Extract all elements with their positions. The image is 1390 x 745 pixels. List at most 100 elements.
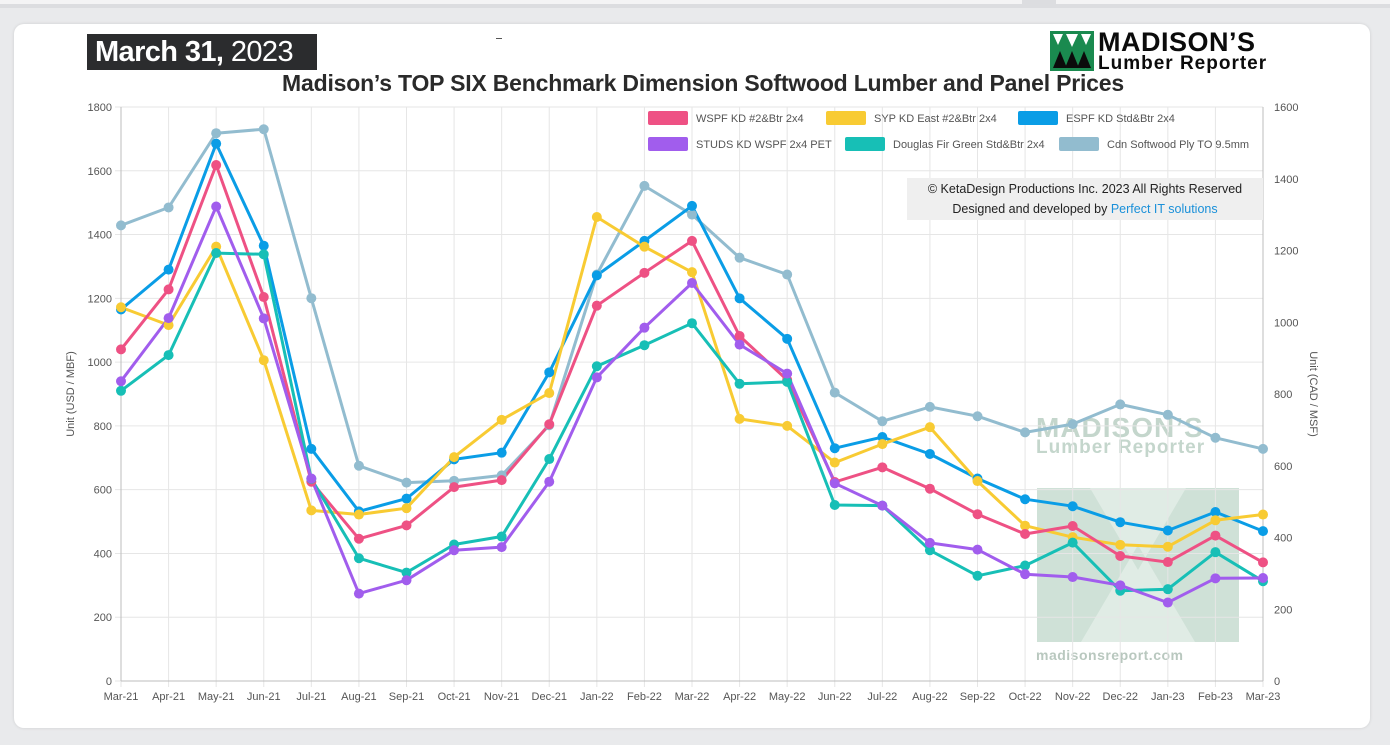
x-tick-label: Dec-21: [532, 691, 567, 703]
y2-tick-label: 1200: [1274, 246, 1298, 258]
y-tick-label: 400: [94, 548, 112, 560]
legend-item[interactable]: Cdn Softwood Ply TO 9.5mm: [1059, 137, 1249, 151]
data-point: [1115, 399, 1126, 410]
data-point: [353, 460, 364, 471]
data-point: [1020, 520, 1031, 531]
x-tick-label: Apr-21: [152, 691, 185, 703]
data-point: [1162, 557, 1173, 568]
data-point: [211, 128, 222, 139]
legend-label: WSPF KD #2&Btr 2x4: [696, 113, 804, 125]
legend-label: ESPF KD Std&Btr 2x4: [1066, 113, 1175, 125]
data-point: [116, 385, 126, 396]
data-point: [782, 376, 793, 387]
data-point: [972, 411, 983, 422]
data-point: [734, 330, 745, 341]
data-point: [353, 553, 364, 564]
data-point: [353, 588, 364, 599]
legend-item[interactable]: WSPF KD #2&Btr 2x4: [648, 111, 804, 125]
x-tick-label: Aug-22: [912, 691, 947, 703]
data-point: [1162, 541, 1173, 552]
data-point: [1020, 569, 1031, 580]
x-tick-label: Jun-22: [818, 691, 852, 703]
designer-link[interactable]: Perfect IT solutions: [1110, 202, 1218, 216]
data-point: [211, 201, 222, 212]
data-point: [687, 267, 697, 278]
data-point: [924, 537, 935, 548]
y-axis-title: Unit (USD / MBF): [65, 351, 77, 437]
data-point: [782, 269, 793, 280]
data-point: [163, 202, 174, 213]
data-point: [1020, 427, 1031, 438]
data-point: [1162, 597, 1173, 608]
data-point: [924, 422, 935, 433]
y-tick-label: 600: [94, 485, 112, 497]
x-tick-label: Sep-22: [960, 691, 995, 703]
x-tick-label: Jul-21: [296, 691, 326, 703]
legend-item[interactable]: STUDS KD WSPF 2x4 PET: [648, 137, 832, 151]
data-point: [211, 160, 222, 171]
data-point: [924, 448, 935, 459]
data-point: [972, 544, 983, 555]
data-point: [258, 124, 269, 135]
series-points: [116, 124, 1268, 608]
logo-title: MADISON’S: [1098, 27, 1256, 57]
y-tick-label: 1400: [88, 230, 112, 242]
legend-label: SYP KD East #2&Btr 2x4: [874, 113, 997, 125]
data-point: [163, 320, 174, 331]
data-point: [258, 249, 269, 260]
y2-tick-label: 0: [1274, 676, 1280, 688]
data-point: [639, 267, 650, 278]
data-point: [496, 414, 507, 425]
legend-swatch: [648, 111, 688, 125]
logo-subtitle: Lumber Reporter: [1098, 53, 1268, 74]
data-point: [782, 420, 793, 431]
data-point: [1210, 530, 1221, 541]
x-tick-label: Mar-22: [675, 691, 710, 703]
x-tick-label: Jun-21: [247, 691, 281, 703]
data-point: [353, 509, 364, 520]
legend-item[interactable]: SYP KD East #2&Btr 2x4: [826, 111, 997, 125]
chart-title: Madison’s TOP SIX Benchmark Dimension So…: [282, 70, 1124, 96]
data-point: [306, 293, 317, 304]
legend-item[interactable]: Douglas Fir Green Std&Btr 2x4: [845, 137, 1045, 151]
data-point: [258, 240, 269, 251]
y-tick-label: 0: [106, 676, 112, 688]
data-point: [1162, 525, 1173, 536]
data-point: [116, 220, 126, 231]
data-point: [401, 503, 412, 514]
legend[interactable]: WSPF KD #2&Btr 2x4 SYP KD East #2&Btr 2x4…: [648, 111, 1249, 151]
data-point: [924, 545, 935, 556]
x-tick-label: Jul-22: [867, 691, 897, 703]
copyright-box: © KetaDesign Productions Inc. 2023 All R…: [907, 178, 1263, 220]
data-point: [639, 241, 650, 252]
x-tick-label: Mar-21: [104, 691, 139, 703]
legend-label: Cdn Softwood Ply TO 9.5mm: [1107, 139, 1249, 151]
data-point: [306, 505, 317, 516]
data-point: [116, 376, 126, 387]
y2-axis-title: Unit (CAD / MSF): [1307, 351, 1319, 437]
data-point: [449, 452, 460, 463]
y2-tick-label: 800: [1274, 389, 1292, 401]
data-point: [1067, 521, 1078, 532]
data-point: [163, 264, 174, 275]
x-tick-label: Dec-22: [1103, 691, 1138, 703]
data-point: [591, 361, 602, 372]
data-point: [1210, 547, 1221, 558]
data-point: [449, 545, 460, 556]
data-point: [401, 520, 412, 531]
data-point: [1210, 432, 1221, 443]
data-point: [877, 416, 888, 427]
data-point: [211, 138, 222, 149]
data-point: [639, 340, 650, 351]
x-tick-label: Feb-23: [1198, 691, 1233, 703]
x-tick-label: May-21: [198, 691, 235, 703]
y-tick-label: 1600: [88, 166, 112, 178]
legend-item[interactable]: ESPF KD Std&Btr 2x4: [1018, 111, 1175, 125]
data-point: [877, 439, 888, 450]
data-point: [829, 457, 840, 468]
legend-swatch: [826, 111, 866, 125]
data-point: [972, 570, 983, 581]
x-tick-label: Nov-22: [1055, 691, 1090, 703]
data-point: [877, 500, 888, 511]
